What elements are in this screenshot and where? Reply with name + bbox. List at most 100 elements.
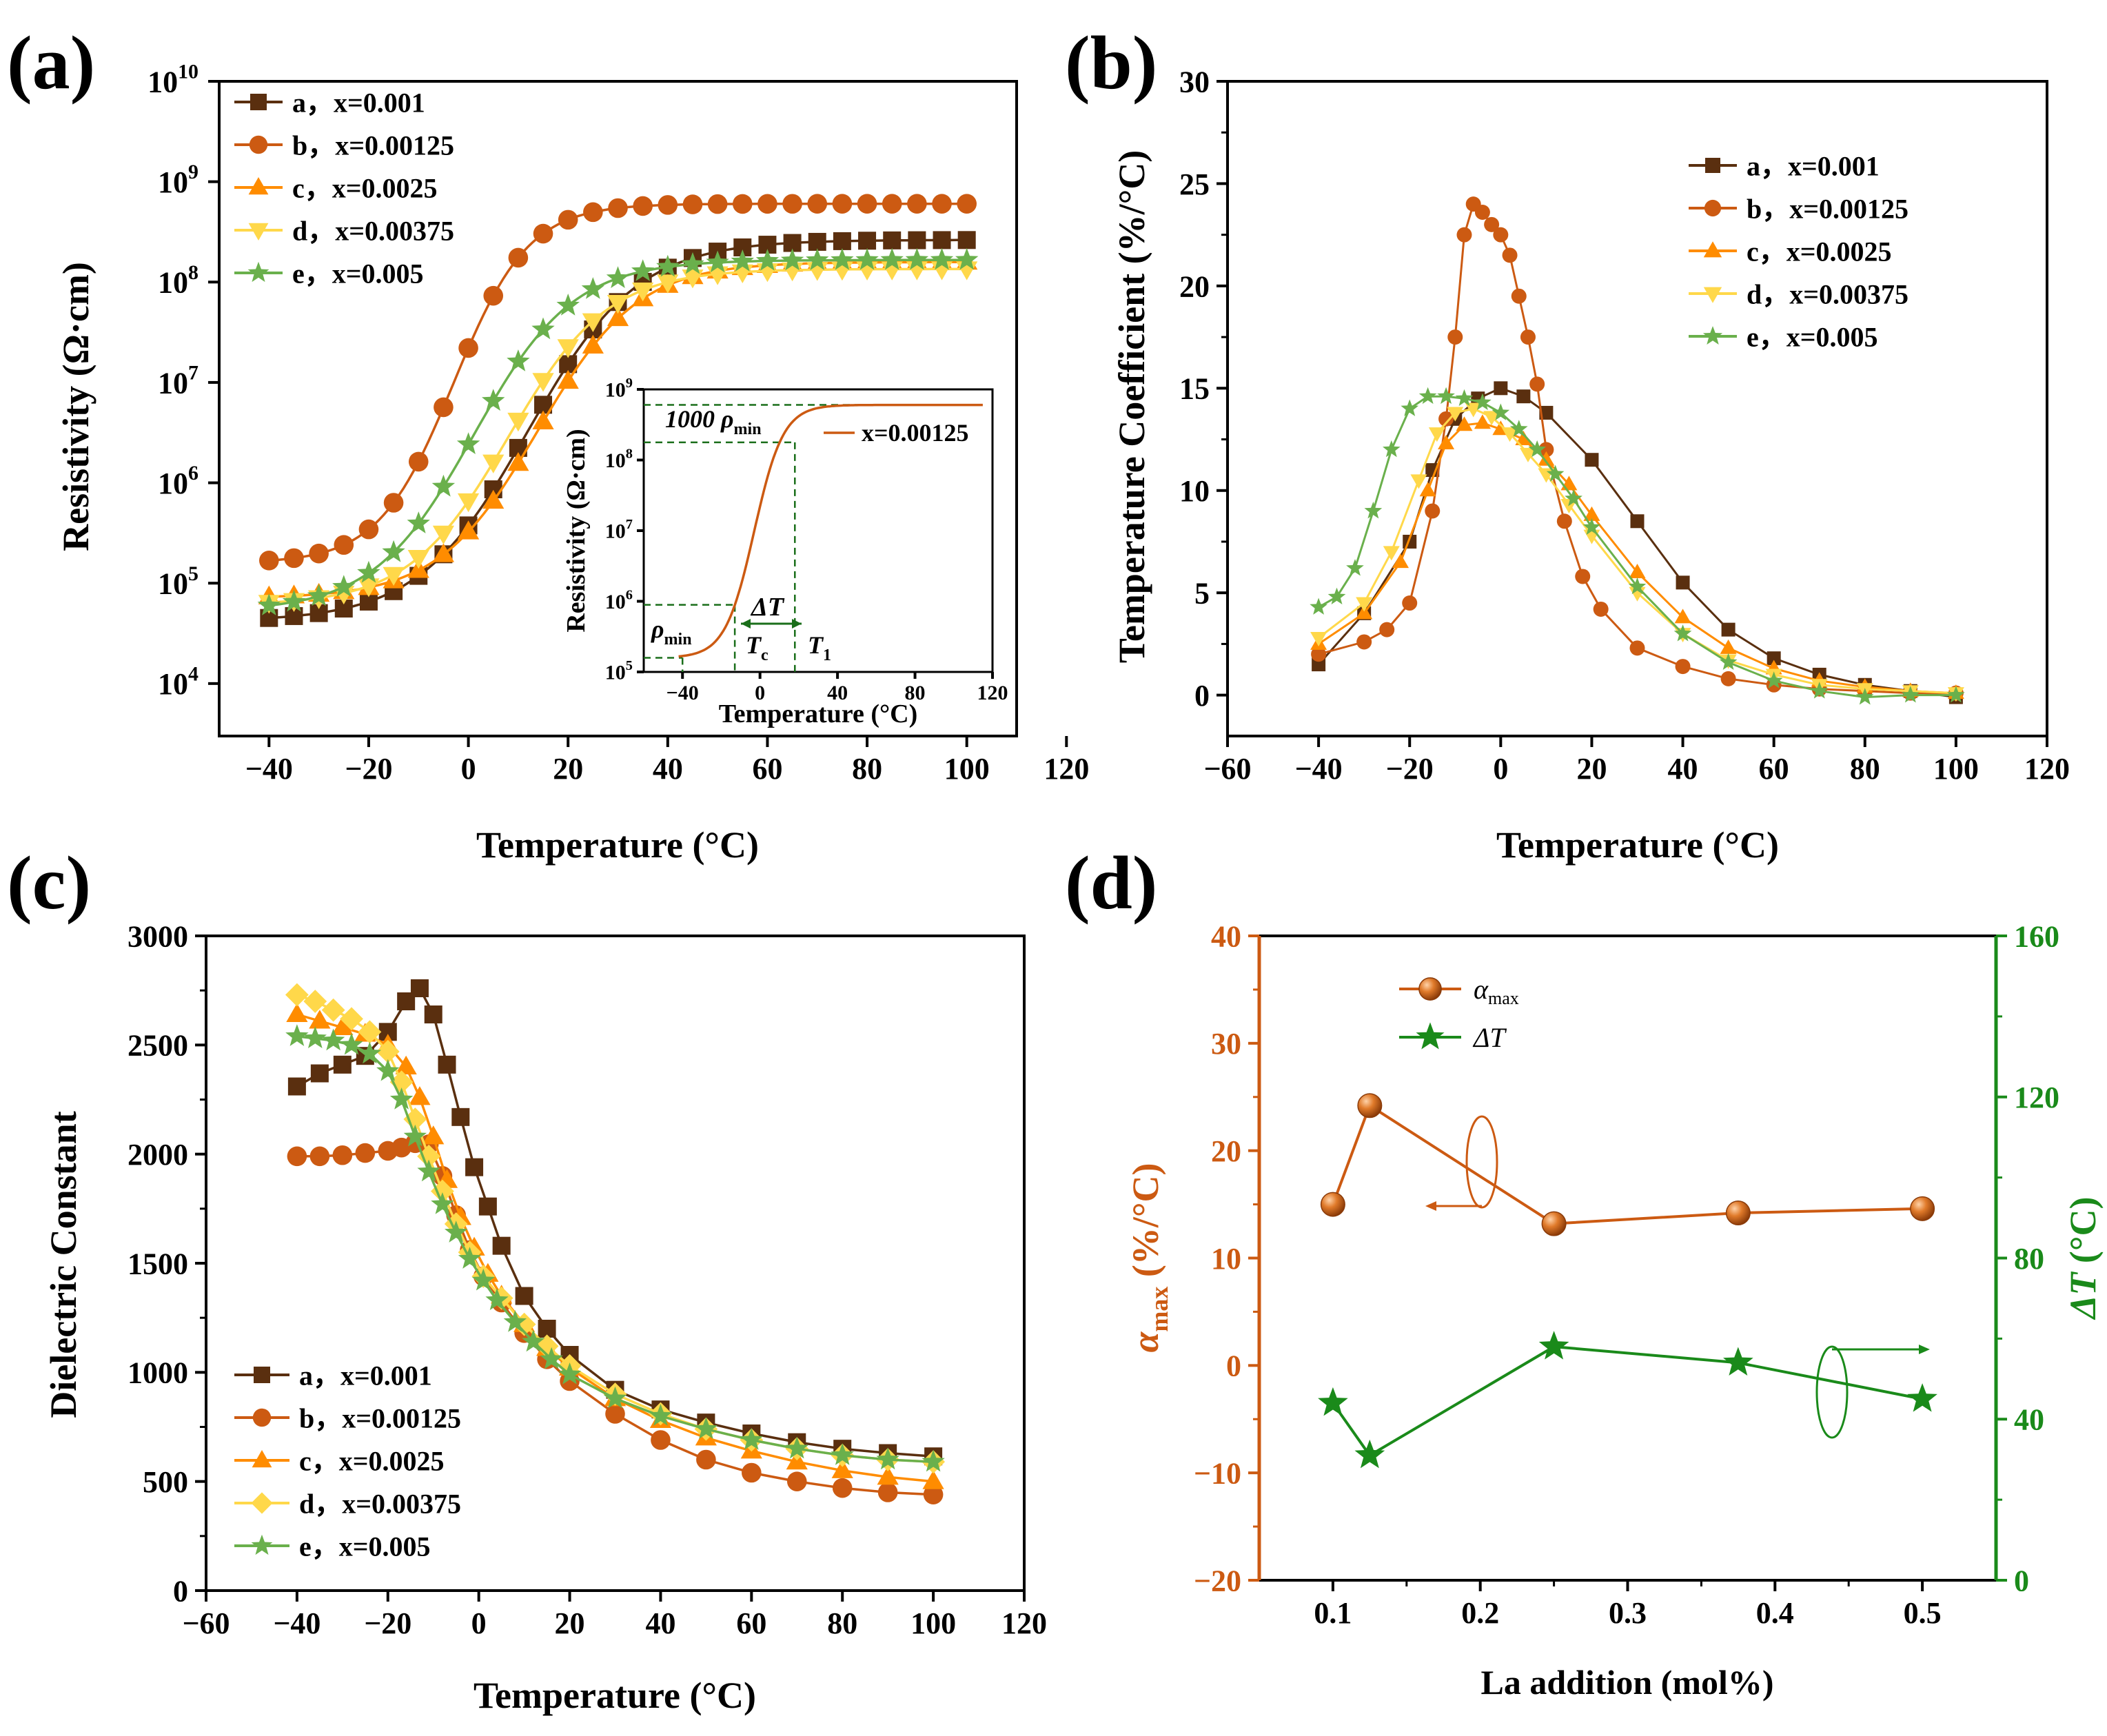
panel-c-legend-label: a，x=0.001 <box>299 1360 432 1391</box>
panel-a-data-point <box>808 232 826 251</box>
panel-b-data-point <box>1674 609 1691 624</box>
panel-b-x-tick-label: 20 <box>1576 752 1607 786</box>
panel-b-legend: a，x=0.001 b，x=0.00125 c，x=0.0025 d，x=0.0037… <box>1689 150 1908 352</box>
panel-c-data-point <box>286 1003 308 1023</box>
panel-b-data-point <box>1494 381 1508 396</box>
panel-d-left-y-tick-label: 10 <box>1211 1242 1241 1276</box>
panel-c-legend-marker <box>251 1534 273 1555</box>
panel-c-data-point <box>431 1179 454 1203</box>
panel-b-data-point <box>1364 501 1383 519</box>
inset-x-tick-label: 80 <box>905 682 926 704</box>
panel-a-data-point <box>334 535 354 555</box>
panel-a-y-tick-label: 1010 <box>147 61 199 99</box>
panel-a-data-point <box>482 489 505 509</box>
panel-c-data-point <box>287 1077 306 1096</box>
panel-c-data-point <box>485 1288 509 1310</box>
panel-b-series-line <box>1318 395 1956 699</box>
panel-a-legend-label: b，x=0.00125 <box>292 130 454 161</box>
panel-a-y-tick-label: 108 <box>158 261 199 300</box>
panel-b-data-point <box>1673 624 1692 642</box>
panel-a-data-point <box>432 525 455 545</box>
panel-a-data-point <box>682 194 703 214</box>
panel-a-data-point <box>532 373 554 392</box>
panel-d-legend-label: ΔT <box>1472 1022 1507 1053</box>
panel-a-data-point <box>408 451 429 472</box>
panel-a-data-point <box>358 519 379 540</box>
panel-a-data-point <box>930 247 954 270</box>
panel-d-x-tick-label: 0.5 <box>1904 1596 1942 1630</box>
panel-b-data-point <box>1312 657 1326 672</box>
inset-frame <box>642 388 994 673</box>
panel-c-data-point <box>340 1032 363 1055</box>
panel-d-left-y-tick-label: 20 <box>1211 1134 1241 1168</box>
delta-t-axis-indicator-ellipse <box>1815 1345 1849 1439</box>
panel-c-legend-label: c，x=0.0025 <box>299 1445 445 1476</box>
inset-annotation-1000-rho-min: 1000 ρmin <box>665 405 762 438</box>
panel-a-data-point <box>932 194 952 214</box>
panel-b-data-point <box>1465 402 1482 418</box>
panel-d: (d) 0.1 0.2 0.3 0.4 0.5 −20 −10 0 10 20 30 40 0 40 80 1… <box>1065 841 2104 1702</box>
panel-c-data-point <box>832 1478 853 1498</box>
panel-a-data-point <box>832 194 853 214</box>
panel-b-data-point <box>1721 622 1736 637</box>
panel-c-data-point <box>332 1016 354 1036</box>
panel-a-legend-marker <box>248 223 269 241</box>
panel-a-data-point <box>883 231 902 249</box>
panel-c-data-point <box>558 1362 582 1385</box>
panel-c-data-point <box>321 998 345 1022</box>
panel-c-data-point <box>355 1143 376 1163</box>
panel-a-label: (a) <box>7 21 95 105</box>
panel-d-right-y-tick-label: 40 <box>2014 1403 2044 1437</box>
panel-b-x-tick-label: 80 <box>1850 752 1880 786</box>
panel-a-y-tick-label: 106 <box>158 462 199 500</box>
panel-a-plot-frame <box>218 80 1018 737</box>
panel-b-data-point <box>1630 514 1645 529</box>
panel-a-x-tick-label: 40 <box>653 752 683 786</box>
panel-a-data-point <box>309 543 329 564</box>
panel-b-data-point <box>1455 389 1474 407</box>
panel-a-data-point <box>282 589 306 612</box>
panel-b-data-point <box>1719 653 1738 670</box>
panel-c-data-point <box>285 1024 309 1046</box>
panel-a-data-point <box>382 540 405 562</box>
panel-c-series <box>285 979 946 1504</box>
panel-c-legend-marker <box>254 1367 270 1383</box>
panel-c-data-point <box>649 1404 673 1426</box>
panel-b-data-point <box>1628 577 1647 595</box>
panel-d-legend-label: αmax <box>1474 974 1519 1008</box>
panel-b-data-point <box>1902 686 1920 703</box>
panel-c-data-point <box>438 1055 456 1074</box>
panel-b-data-point <box>1379 622 1395 637</box>
panel-b-data-point <box>1516 389 1531 404</box>
panel-b-x-tick-label: −40 <box>1295 752 1343 786</box>
panel-a-data-point <box>431 474 456 497</box>
panel-c-legend-label: b，x=0.00125 <box>299 1402 461 1433</box>
panel-c-data-point <box>694 1417 718 1439</box>
panel-a-x-tick-label: −40 <box>245 752 293 786</box>
inset-x-tick-label: 120 <box>977 682 1008 704</box>
panel-d-x-tick-label: 0.2 <box>1461 1596 1499 1630</box>
panel-b-y-tick-label: 10 <box>1179 474 1210 508</box>
panel-a-data-point <box>907 194 927 214</box>
panel-b-y-tick-label: 15 <box>1179 372 1210 406</box>
panel-d-series-line <box>1332 1103 1923 1225</box>
panel-a-data-point <box>284 548 304 569</box>
panel-a-legend-label: e，x=0.005 <box>292 258 424 289</box>
panel-a-data-point <box>457 520 480 540</box>
panel-c-data-point <box>287 1146 307 1167</box>
panel-a-data-point <box>955 247 979 270</box>
panel-d-legend: αmax ΔT <box>1399 974 1519 1053</box>
panel-a-x-tick-label: 0 <box>461 752 476 786</box>
panel-c-data-point <box>403 1107 427 1131</box>
panel-a-y-tick-label: 105 <box>158 562 199 601</box>
panel-a-data-point <box>456 432 480 454</box>
panel-c-data-point <box>786 1471 807 1491</box>
panel-a-data-point <box>831 248 854 270</box>
inset-x-tick-label: 0 <box>755 682 765 704</box>
panel-a-data-point <box>259 551 279 571</box>
panel-b-legend-marker <box>1702 326 1723 345</box>
panel-b-data-point <box>1474 205 1490 220</box>
panel-b-data-point <box>1474 414 1491 429</box>
alpha-axis-indicator-arrowhead <box>1425 1201 1436 1211</box>
panel-a-x-tick-label: 120 <box>1044 752 1089 786</box>
